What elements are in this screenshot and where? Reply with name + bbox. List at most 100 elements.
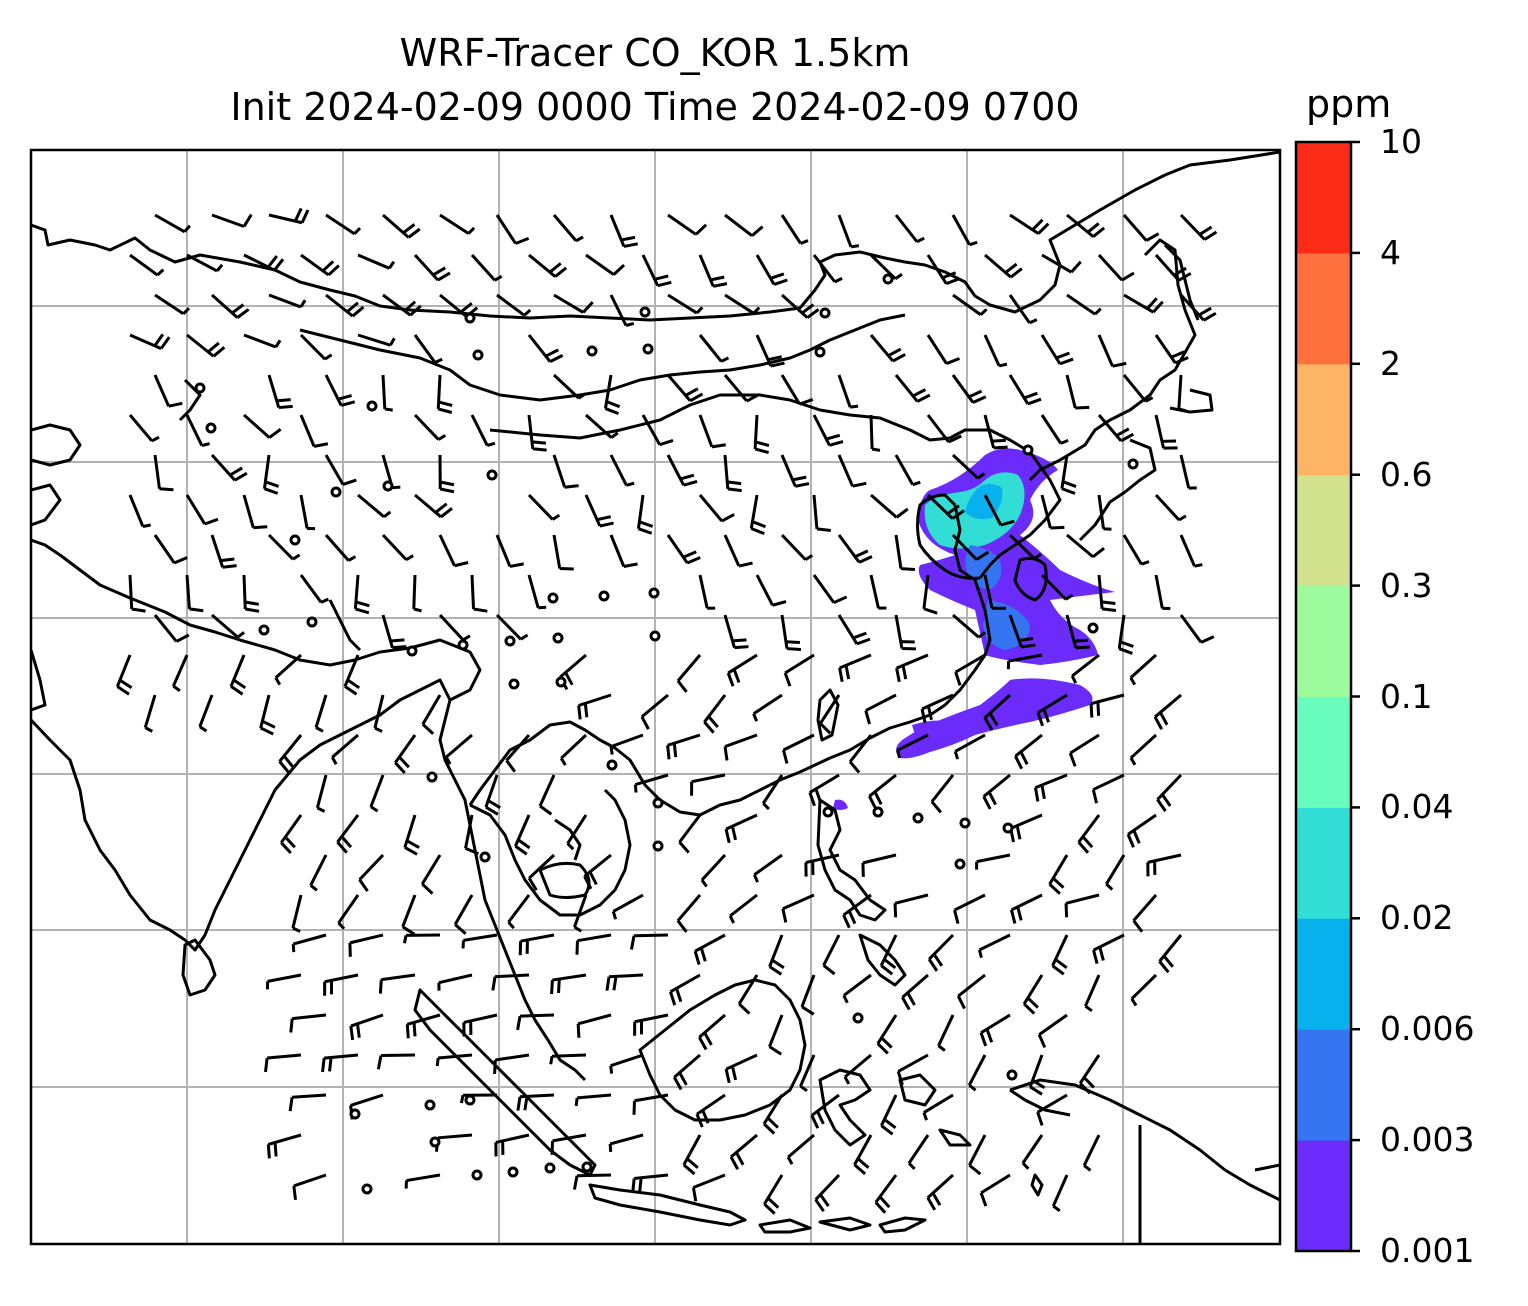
wind-barb xyxy=(768,1014,784,1056)
wind-barb xyxy=(1123,293,1164,314)
wind-barb xyxy=(412,574,422,613)
wind-barb xyxy=(381,374,393,412)
wind-barb xyxy=(495,534,524,568)
wind-barb xyxy=(691,1173,726,1202)
calm-marker xyxy=(606,759,618,771)
wind-barb xyxy=(259,694,276,736)
calm-marker xyxy=(598,590,610,602)
wind-barb xyxy=(894,454,921,487)
wind-barb xyxy=(737,974,759,1015)
wind-barb xyxy=(584,494,614,528)
wind-barb xyxy=(413,413,447,441)
wind-barb xyxy=(983,693,1012,731)
wind-barb xyxy=(967,1054,987,1092)
calm-marker xyxy=(464,1094,476,1106)
calm-marker xyxy=(1127,458,1139,470)
wind-barb xyxy=(229,654,247,696)
wind-barb xyxy=(378,973,416,994)
wind-barb xyxy=(211,613,245,639)
wind-barb xyxy=(507,894,531,930)
calm-marker xyxy=(959,817,971,829)
wind-barb xyxy=(837,454,867,488)
wind-barb xyxy=(576,1013,612,1038)
calm-marker xyxy=(424,1099,436,1111)
calm-marker xyxy=(544,1162,556,1174)
wind-barb xyxy=(609,454,635,487)
wind-barb xyxy=(324,454,357,486)
wind-barb xyxy=(894,214,925,244)
wind-barb xyxy=(609,294,635,327)
wind-barb xyxy=(264,1053,302,1073)
wind-barb xyxy=(153,534,188,565)
wind-barb xyxy=(573,894,588,933)
wind-barb xyxy=(676,894,702,933)
wind-barb xyxy=(185,414,210,448)
wind-barb xyxy=(1009,813,1043,843)
wind-barb xyxy=(404,1173,441,1189)
wind-barb xyxy=(605,973,644,991)
colorbar-segment xyxy=(1296,696,1351,808)
wind-barb xyxy=(926,414,962,444)
wind-barb xyxy=(550,1133,587,1155)
wind-barb xyxy=(495,613,529,641)
wind-barb xyxy=(762,774,784,811)
colorbar-segment xyxy=(1296,585,1351,697)
wind-barb xyxy=(609,214,639,248)
wind-barb xyxy=(1092,933,1125,965)
calm-marker xyxy=(882,273,894,285)
map-title-line2: Init 2024-02-09 0000 Time 2024-02-09 070… xyxy=(230,85,1080,129)
wind-barb xyxy=(1179,534,1203,568)
wind-barb xyxy=(869,334,906,363)
wind-barb xyxy=(984,253,1023,279)
wind-barb xyxy=(983,334,1008,368)
wind-barb xyxy=(812,494,832,533)
wind-barb xyxy=(799,1054,816,1093)
wind-barb xyxy=(1177,374,1187,413)
wind-barb xyxy=(749,494,767,536)
wind-barb xyxy=(723,534,753,568)
wind-barb xyxy=(901,973,929,1011)
wind-barb xyxy=(330,733,359,765)
wind-barb xyxy=(1008,294,1038,325)
wind-barb xyxy=(1051,1174,1069,1212)
wind-barb xyxy=(1154,254,1192,282)
wind-barb xyxy=(585,253,626,276)
wind-barb xyxy=(953,893,986,924)
wind-barb xyxy=(154,293,191,316)
wind-barb xyxy=(753,414,770,455)
wind-barb xyxy=(1097,334,1127,368)
wind-barb xyxy=(1129,653,1158,686)
wind-barb xyxy=(937,1014,955,1052)
wind-barb xyxy=(527,493,561,521)
wind-barb xyxy=(1008,374,1042,406)
wind-barb xyxy=(1009,893,1043,924)
wind-barb xyxy=(314,694,328,733)
wind-barb xyxy=(780,454,810,488)
colorbar-segment xyxy=(1296,807,1351,919)
wind-barb xyxy=(413,253,451,282)
wind-barb xyxy=(1105,854,1126,891)
wind-barb xyxy=(780,533,814,561)
colorbar-segment xyxy=(1296,1029,1351,1141)
calm-marker xyxy=(872,806,884,818)
wind-barb xyxy=(496,293,532,317)
calm-marker xyxy=(349,1108,361,1120)
wind-barb xyxy=(268,293,307,309)
calm-marker xyxy=(479,851,491,863)
calm-marker xyxy=(1087,622,1099,634)
wind-barb xyxy=(853,1134,873,1176)
wind-barb xyxy=(1154,493,1187,522)
calm-marker xyxy=(361,1183,373,1195)
wind-barb xyxy=(300,253,340,277)
calm-marker xyxy=(508,678,520,690)
wind-barb xyxy=(780,614,802,651)
map-title-line1: WRF-Tracer CO_KOR 1.5km xyxy=(399,31,911,75)
wind-barb xyxy=(1070,653,1100,684)
wind-barb xyxy=(810,1093,840,1129)
wind-barb xyxy=(266,1133,302,1159)
wind-barb xyxy=(956,973,986,1010)
wind-barb xyxy=(724,813,758,844)
wind-barb xyxy=(583,853,612,890)
wind-barb xyxy=(631,1173,669,1193)
wind-barb xyxy=(633,773,669,793)
